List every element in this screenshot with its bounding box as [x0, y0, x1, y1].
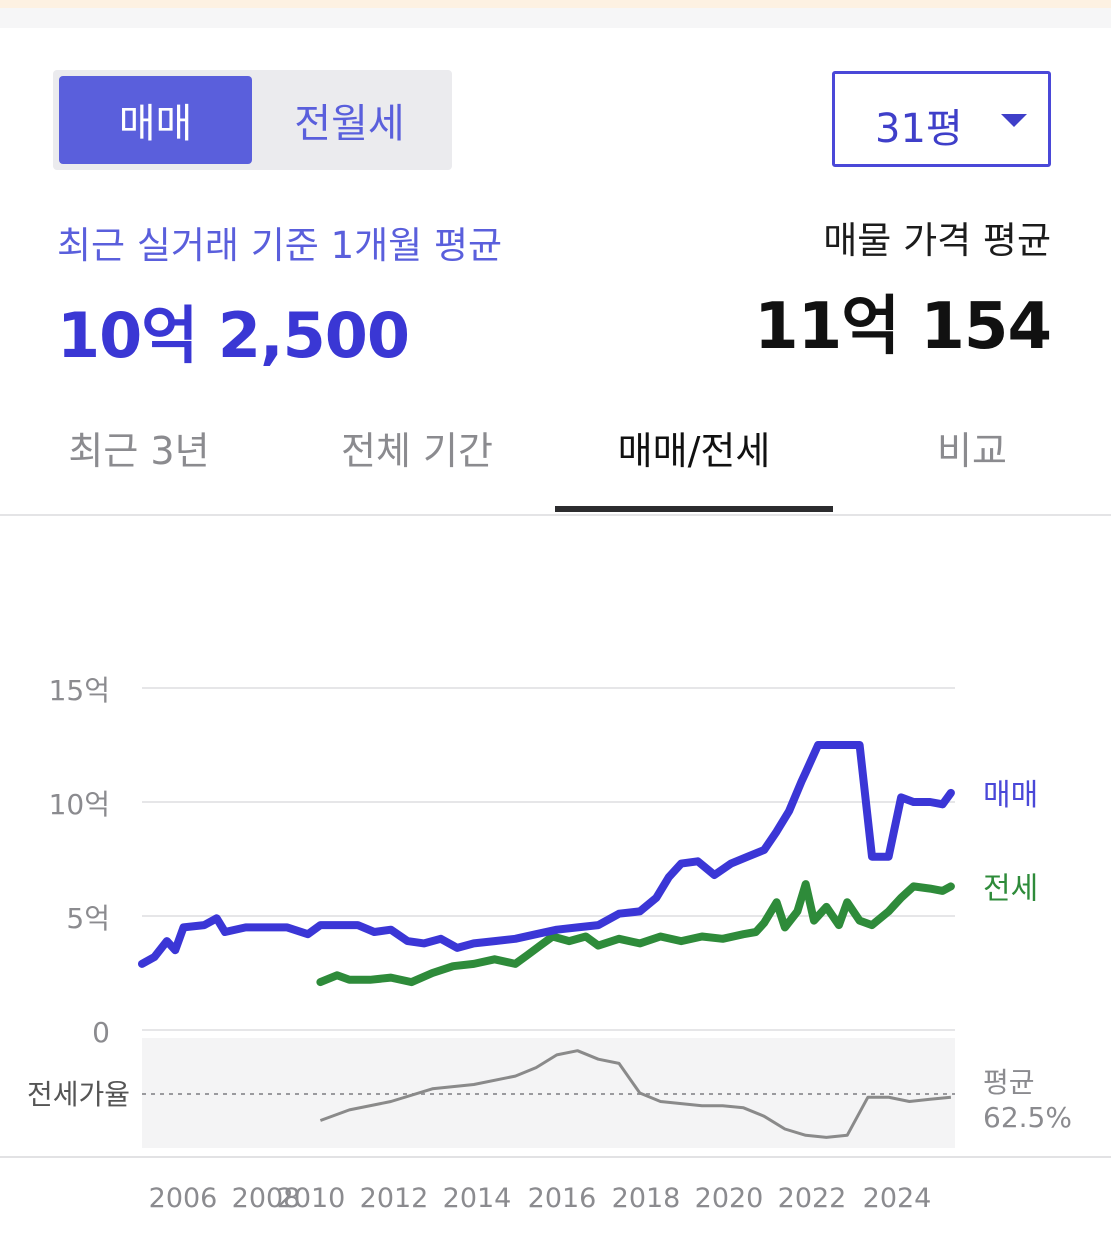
listing-average-label: 매물 가격 평균 — [823, 219, 1051, 262]
size-select-value: 31평 — [875, 106, 963, 152]
active-tab-indicator — [555, 506, 833, 512]
period-tabs: 최근 3년 전체 기간 매매/전세 비교 — [0, 400, 1111, 516]
caret-down-icon — [1001, 114, 1027, 127]
ratio-average-value: 62.5% — [983, 1101, 1072, 1134]
x-tick-label: 2014 — [443, 1183, 512, 1214]
legend-sale-label: 매매 — [983, 778, 1038, 813]
x-tick-label: 2018 — [612, 1183, 681, 1214]
jeonse-ratio-line — [319, 1049, 952, 1139]
listing-average-value: 11억 154 — [754, 290, 1052, 364]
x-tick-label: 2008 — [232, 1183, 301, 1214]
x-tick-label: 2012 — [360, 1183, 429, 1214]
recent-average-value: 10억 2,500 — [57, 299, 410, 372]
tab-compare[interactable]: 비교 — [937, 429, 1007, 473]
legend-jeonse-label: 전세 — [983, 872, 1038, 907]
segment-rent-button[interactable]: 전월세 — [294, 101, 405, 147]
tab-recent-3y[interactable]: 최근 3년 — [68, 429, 210, 473]
ratio-axis-label: 전세가율 — [27, 1078, 130, 1111]
sale-series-line — [138, 741, 955, 968]
x-tick-label: 2016 — [528, 1183, 597, 1214]
size-select[interactable]: 31평 — [832, 71, 1051, 167]
y-tick-label: 0 — [92, 1016, 110, 1049]
tab-sale-jeonse[interactable]: 매매/전세 — [617, 429, 771, 473]
y-tick-label: 15억 — [49, 674, 110, 707]
deal-type-segmented-control: 매매 전월세 — [53, 70, 452, 170]
x-tick-label: 2024 — [863, 1183, 932, 1214]
y-tick-label: 5억 — [66, 902, 110, 935]
segment-sale-button[interactable]: 매매 — [59, 76, 252, 164]
y-tick-label: 10억 — [49, 788, 110, 821]
x-tick-label: 2010 — [277, 1183, 346, 1214]
chart-bottom-divider — [0, 1156, 1111, 1158]
header-divider — [0, 8, 1111, 28]
x-tick-label: 2022 — [778, 1183, 847, 1214]
tab-all-period[interactable]: 전체 기간 — [341, 429, 493, 473]
recent-average-label: 최근 실거래 기준 1개월 평균 — [57, 224, 503, 267]
ratio-average-label: 평균 — [983, 1066, 1035, 1099]
x-tick-label: 2006 — [149, 1183, 218, 1214]
jeonse-series-line — [316, 880, 955, 987]
top-banner-strip — [0, 0, 1111, 8]
x-tick-label: 2020 — [695, 1183, 764, 1214]
